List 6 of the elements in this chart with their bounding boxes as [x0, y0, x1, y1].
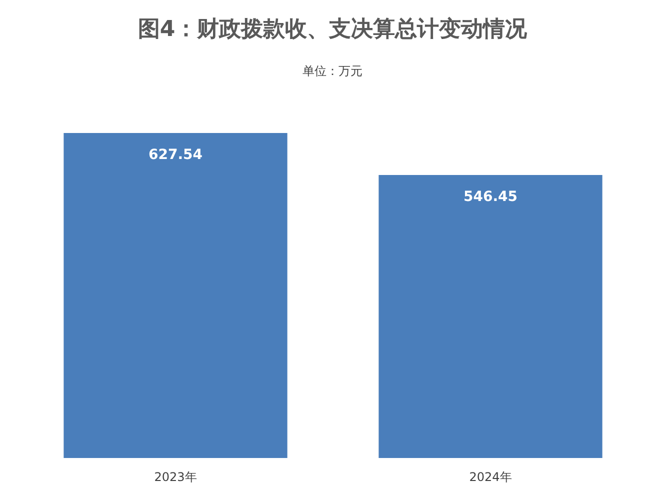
data-label: 627.54 [148, 147, 203, 163]
x-tick-label: 2024年 [469, 470, 512, 484]
subtitle: 单位：万元 [302, 64, 362, 78]
title: 图4：财政拨款收、支决算总计变动情况 [138, 17, 528, 42]
data-label: 546.45 [463, 188, 518, 205]
x-tick-label: 2023年 [154, 470, 197, 484]
